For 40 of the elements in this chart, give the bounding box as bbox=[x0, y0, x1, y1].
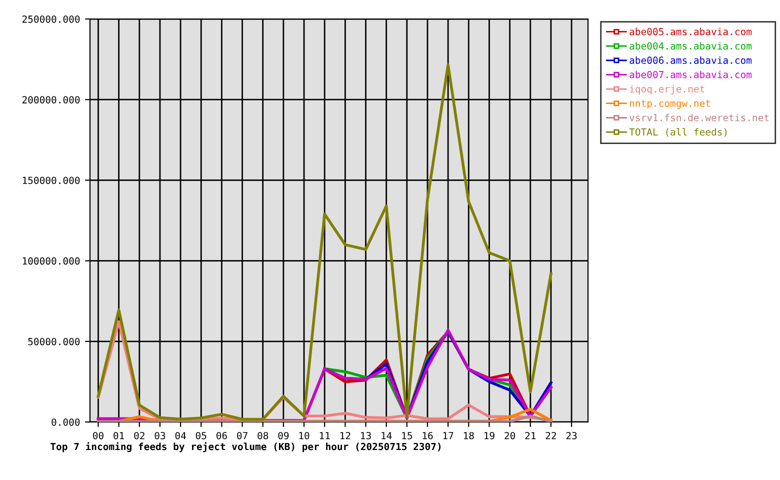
y-tick-label: 200000.000 bbox=[22, 96, 80, 104]
x-tick-label: 04 bbox=[175, 432, 186, 440]
x-tick-label: 10 bbox=[299, 432, 310, 440]
x-tick-label: 07 bbox=[237, 432, 248, 440]
x-tick-label: 09 bbox=[278, 432, 289, 440]
x-tick-label: 15 bbox=[402, 432, 412, 440]
y-tick-label: 150000.000 bbox=[22, 176, 80, 184]
y-tick-label: 100000.000 bbox=[22, 257, 80, 265]
x-tick-label: 12 bbox=[340, 432, 350, 440]
x-tick-label: 00 bbox=[93, 432, 104, 440]
x-tick-label: 11 bbox=[320, 432, 330, 440]
x-tick-label: 21 bbox=[525, 432, 536, 440]
x-tick-label: 08 bbox=[258, 432, 268, 440]
x-tick-label: 06 bbox=[216, 432, 227, 440]
x-tick-label: 13 bbox=[361, 432, 371, 440]
x-tick-label: 05 bbox=[196, 432, 206, 440]
legend-label: iqoq.erje.net bbox=[630, 85, 704, 94]
x-tick-label: 03 bbox=[154, 432, 166, 440]
legend-label: abe006.ams.abavia.com bbox=[630, 56, 752, 64]
x-tick-label: 01 bbox=[114, 432, 124, 440]
x-tick-label: 16 bbox=[422, 432, 433, 440]
x-axis-title: Top 7 incoming feeds by reject volume (KB) per hour (20250715 2307) bbox=[50, 442, 441, 452]
legend-label: vsrv1.fsn.de.weretis.net bbox=[630, 114, 769, 122]
legend-label: TOTAL (all feeds) bbox=[629, 128, 727, 137]
x-tick-label: 22 bbox=[546, 432, 556, 440]
legend-label: nntp.comgw.net bbox=[630, 100, 710, 109]
x-tick-label: 18 bbox=[464, 432, 474, 440]
x-tick-label: 23 bbox=[566, 432, 577, 440]
y-tick-label: 0.000 bbox=[52, 418, 80, 426]
legend-label: abe005.ams.abavia.com bbox=[630, 28, 752, 36]
x-tick-label: 02 bbox=[134, 432, 144, 440]
x-tick-label: 17 bbox=[443, 432, 454, 440]
legend-label: abe004.ams.abavia.com bbox=[630, 42, 752, 50]
x-tick-label: 19 bbox=[484, 432, 494, 440]
y-tick-label: 50000.000 bbox=[28, 338, 80, 346]
x-tick-label: 14 bbox=[382, 432, 392, 440]
legend-label: abe007.ams.abavia.com bbox=[630, 70, 752, 78]
y-tick-label: 250000.000 bbox=[22, 16, 80, 23]
line-series bbox=[96, 64, 552, 421]
x-tick-label: 20 bbox=[504, 432, 516, 440]
